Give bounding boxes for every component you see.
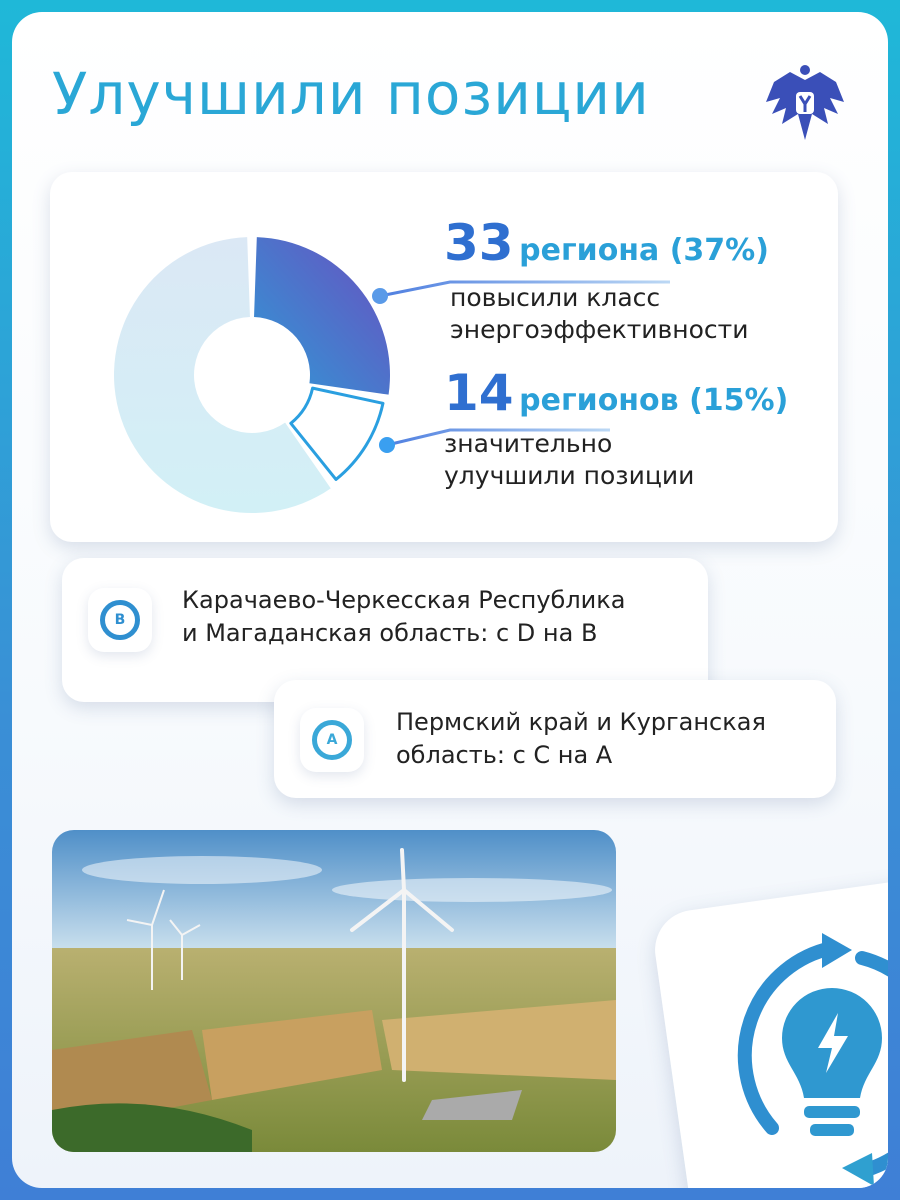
grade-a-badge: A (300, 708, 364, 772)
leader-line (386, 428, 610, 447)
region-a-text: Пермский край и Курганская область: с C н… (396, 708, 766, 769)
page-title: Улучшили позиции (52, 60, 650, 128)
region-card-a (274, 680, 836, 798)
leader-line (379, 280, 670, 298)
stat-14-description: значительно улучшили позиции (444, 429, 695, 490)
infographic-page: Улучшили позиции 33 региона (37%) повыси… (12, 12, 888, 1188)
stat-33: 33 региона (37%) (444, 214, 769, 272)
donut-segment-rest (114, 237, 331, 513)
grade-b-badge: B (88, 588, 152, 652)
wind-farm-photo (52, 830, 616, 1152)
donut-segment-33-regions (254, 237, 390, 395)
donut-segment-14-regions (289, 386, 385, 481)
leader-dot (372, 288, 388, 304)
stat-14: 14 регионов (15%) (444, 364, 789, 422)
emblem-icon (766, 65, 844, 140)
leader-dot (379, 437, 395, 453)
donut-chart (114, 237, 670, 513)
region-card-b (62, 558, 708, 702)
region-b-text: Карачаево-Черкесская Республика и Магадан… (182, 586, 626, 647)
stat-33-description: повысили класс энергоэффективности (450, 283, 749, 344)
lightbulb-refresh-icon (737, 933, 888, 1186)
